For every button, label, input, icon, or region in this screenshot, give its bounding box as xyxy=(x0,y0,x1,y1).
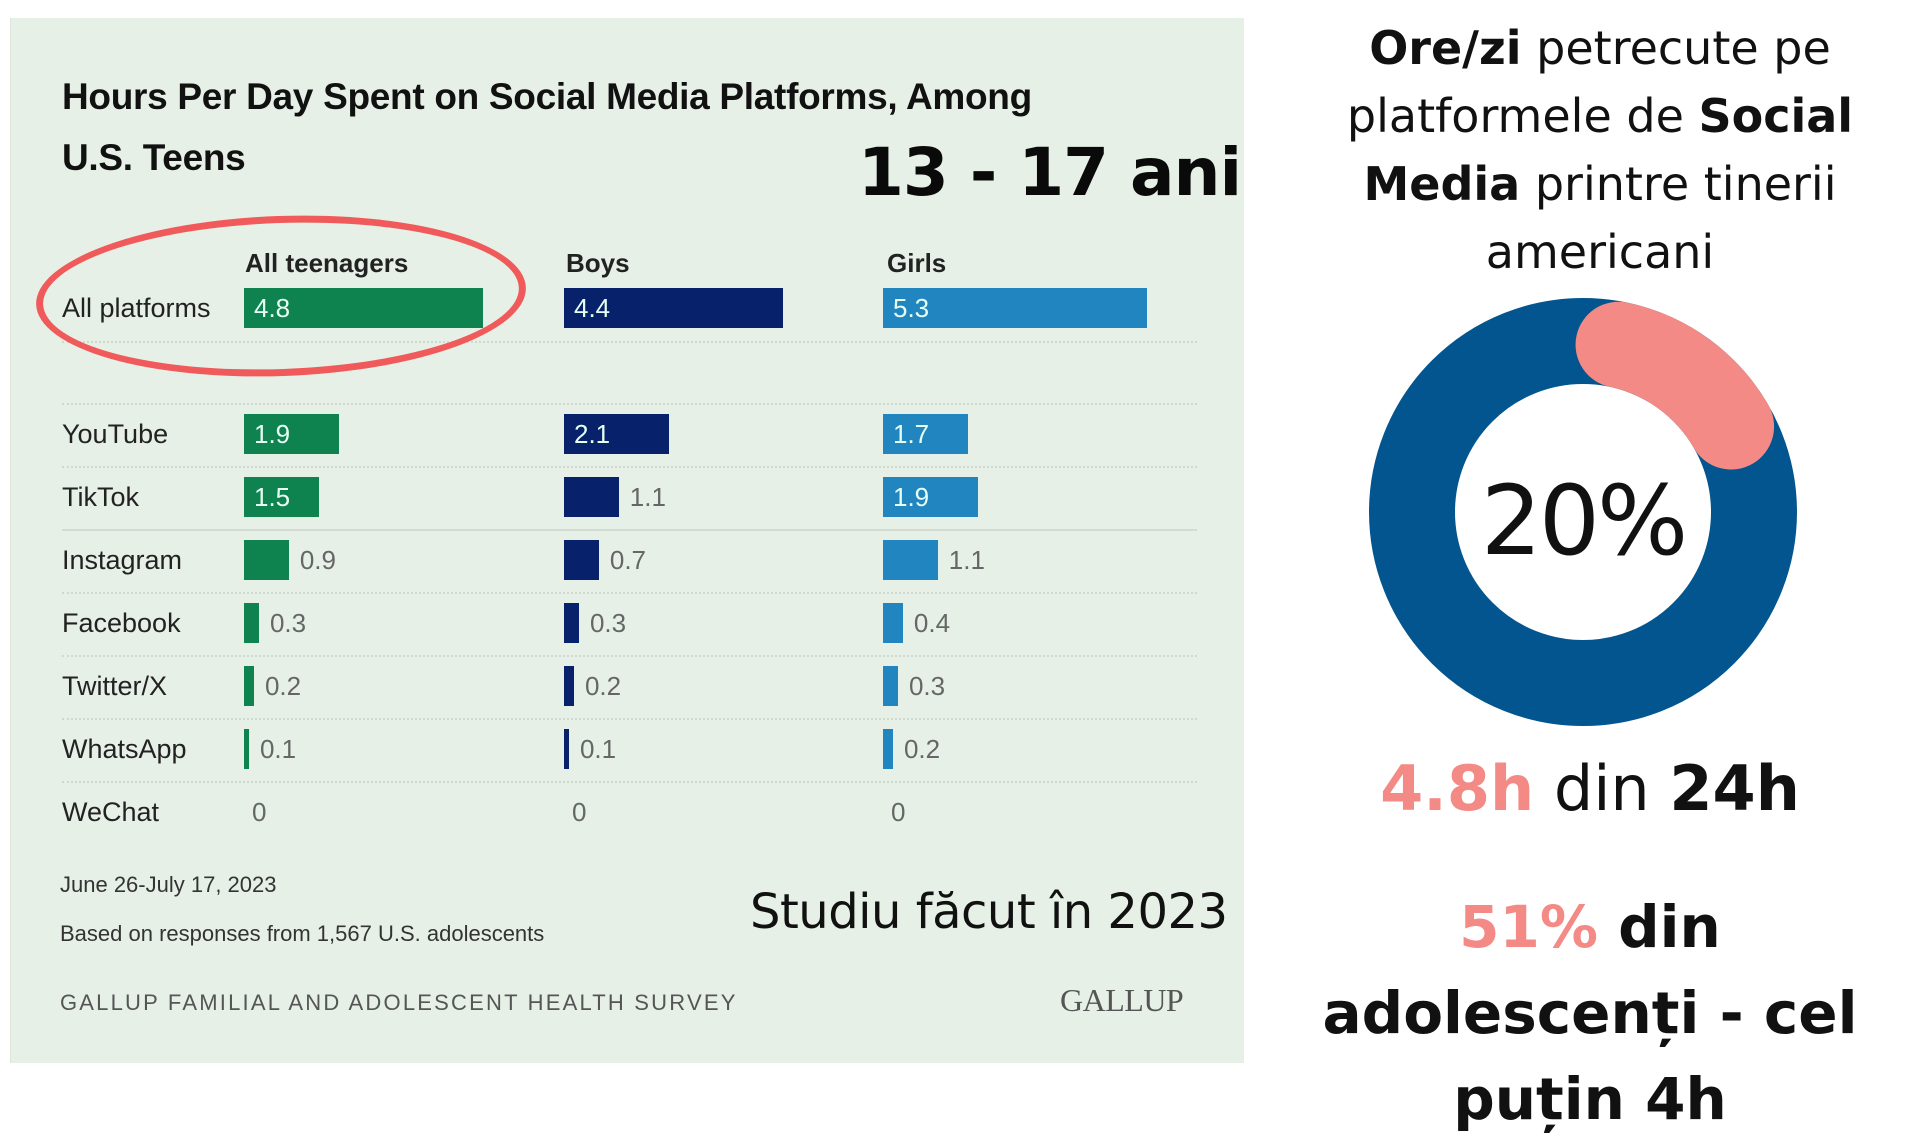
bar-girls-instagram xyxy=(883,540,938,580)
value-label: 0.1 xyxy=(579,734,617,764)
teens-percent: 51% xyxy=(1459,893,1598,961)
bar-all-teenagers-youtube xyxy=(244,414,339,454)
bar-girls-whatsapp xyxy=(883,729,893,769)
value-label: 4.4 xyxy=(574,293,611,323)
row-label-facebook: Facebook xyxy=(62,608,181,638)
row-label-instagram: Instagram xyxy=(62,545,183,575)
study-year-note: Studiu făcut în 2023 xyxy=(750,884,1228,940)
bar-all-teenagers-tiktok xyxy=(244,477,319,517)
donut-chart xyxy=(1369,298,1797,726)
value-label: 0.3 xyxy=(908,671,946,701)
sample-size-note: Based on responses from 1,567 U.S. adole… xyxy=(60,921,545,946)
value-label: 1.7 xyxy=(893,419,930,449)
donut-progress-arc xyxy=(1575,301,1775,470)
gallup-logo: GALLUP xyxy=(1060,982,1184,1018)
hours-summary: 4.8h din 24h xyxy=(1320,752,1860,825)
heading-bold-social-media: Social Media xyxy=(1363,89,1854,211)
value-label: 0.3 xyxy=(589,608,627,638)
value-label: 0.2 xyxy=(584,671,622,701)
chart-title-line1: Hours Per Day Spent on Social Media Plat… xyxy=(62,76,1032,117)
column-header-all-teenagers: All teenagers xyxy=(245,248,409,278)
row-label-all-platforms: All platforms xyxy=(62,293,211,323)
value-label: 1.1 xyxy=(948,545,985,575)
heading-text-2: printre tinerii americani xyxy=(1485,157,1837,279)
row-separator xyxy=(62,718,1197,720)
hours-value: 4.8h xyxy=(1380,752,1535,825)
bar-boys-instagram xyxy=(564,540,599,580)
value-label: 0.9 xyxy=(299,545,336,575)
hours-total: 24h xyxy=(1669,752,1800,825)
survey-dates: June 26-July 17, 2023 xyxy=(60,872,277,897)
row-separator xyxy=(62,403,1197,405)
value-label: 0.7 xyxy=(609,545,647,575)
age-range-label: 13 - 17 ani xyxy=(858,134,1242,211)
bar-boys-all-platforms xyxy=(564,288,784,328)
bar-all-teenagers-twitter-x xyxy=(244,666,254,706)
bar-girls-tiktok xyxy=(883,477,978,517)
bar-girls-facebook xyxy=(883,603,903,643)
row-label-tiktok: TikTok xyxy=(62,482,140,512)
bar-all-teenagers-whatsapp xyxy=(244,729,249,769)
value-label: 1.9 xyxy=(254,419,291,449)
value-label: 0 xyxy=(252,797,267,827)
row-separator xyxy=(62,592,1197,594)
right-heading: Ore/zi petrecute pe platformele de Socia… xyxy=(1320,14,1880,286)
bar-girls-all-platforms xyxy=(883,288,1147,328)
value-label: 0.2 xyxy=(903,734,941,764)
value-label: 0.1 xyxy=(259,734,297,764)
chart-panel xyxy=(10,18,1244,1063)
value-label: 0.3 xyxy=(269,608,307,638)
bar-boys-whatsapp xyxy=(564,729,569,769)
bar-girls-twitter-x xyxy=(883,666,898,706)
row-label-wechat: WeChat xyxy=(62,797,160,827)
heading-text-1: petrecute pe platformele de xyxy=(1346,21,1831,143)
bar-all-teenagers-facebook xyxy=(244,603,259,643)
bar-boys-youtube xyxy=(564,414,669,454)
donut-percent-label: 20% xyxy=(1480,465,1688,577)
value-label: 0 xyxy=(572,797,587,827)
bar-boys-tiktok xyxy=(564,477,619,517)
value-label: 0.4 xyxy=(913,608,951,638)
bar-boys-twitter-x xyxy=(564,666,574,706)
value-label: 5.3 xyxy=(893,293,930,323)
column-header-boys: Boys xyxy=(566,248,630,278)
value-label: 1.5 xyxy=(254,482,291,512)
column-header-girls: Girls xyxy=(887,248,947,278)
value-label: 1.1 xyxy=(629,482,666,512)
value-label: 0.2 xyxy=(264,671,302,701)
chart-title-line2: U.S. Teens xyxy=(62,137,246,178)
survey-name: GALLUP FAMILIAL AND ADOLESCENT HEALTH SU… xyxy=(60,990,738,1015)
row-label-twitter-x: Twitter/X xyxy=(62,671,168,701)
bar-all-teenagers-instagram xyxy=(244,540,289,580)
value-label: 0 xyxy=(891,797,906,827)
heading-bold-hours: Ore/zi xyxy=(1369,21,1522,75)
row-separator xyxy=(62,781,1197,783)
value-label: 1.9 xyxy=(893,482,930,512)
row-separator xyxy=(62,655,1197,657)
bar-boys-facebook xyxy=(564,603,579,643)
hours-mid: din xyxy=(1534,752,1670,825)
bar-girls-youtube xyxy=(883,414,968,454)
row-separator xyxy=(62,341,1197,343)
value-label: 2.1 xyxy=(574,419,611,449)
value-label: 4.8 xyxy=(254,293,291,323)
row-label-youtube: YouTube xyxy=(62,419,169,449)
teens-summary: 51% din adolescenți - cel puțin 4h xyxy=(1270,884,1910,1142)
row-label-whatsapp: WhatsApp xyxy=(62,734,187,764)
bar-all-teenagers-all-platforms xyxy=(244,288,484,328)
row-separator xyxy=(62,529,1197,531)
row-separator xyxy=(62,466,1197,468)
